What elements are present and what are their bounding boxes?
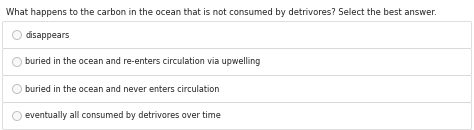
Circle shape [12,112,21,121]
Circle shape [12,84,21,93]
Circle shape [12,31,21,40]
FancyBboxPatch shape [2,102,472,129]
FancyBboxPatch shape [2,48,472,76]
Circle shape [12,57,21,67]
FancyBboxPatch shape [2,21,472,48]
Text: buried in the ocean and never enters circulation: buried in the ocean and never enters cir… [26,84,220,93]
Text: disappears: disappears [26,31,70,40]
FancyBboxPatch shape [2,76,472,102]
Text: eventually all consumed by detrivores over time: eventually all consumed by detrivores ov… [26,112,221,121]
Text: buried in the ocean and re-enters circulation via upwelling: buried in the ocean and re-enters circul… [26,57,261,67]
Text: What happens to the carbon in the ocean that is not consumed by detrivores? Sele: What happens to the carbon in the ocean … [6,8,437,17]
